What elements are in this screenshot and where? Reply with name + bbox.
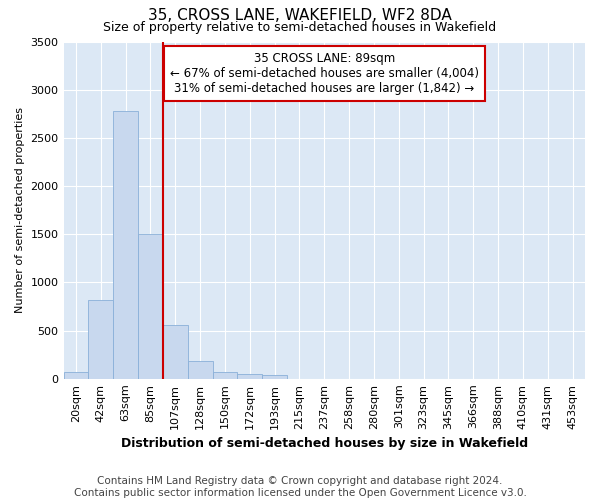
Text: Size of property relative to semi-detached houses in Wakefield: Size of property relative to semi-detach… [103,21,497,34]
Bar [262,376,287,379]
Bar [238,374,262,379]
Bar [212,372,238,379]
Text: 35, CROSS LANE, WAKEFIELD, WF2 8DA: 35, CROSS LANE, WAKEFIELD, WF2 8DA [148,8,452,22]
Bar [64,372,88,379]
Bar [88,300,113,379]
Y-axis label: Number of semi-detached properties: Number of semi-detached properties [15,107,25,313]
Text: 35 CROSS LANE: 89sqm
← 67% of semi-detached houses are smaller (4,004)
31% of se: 35 CROSS LANE: 89sqm ← 67% of semi-detac… [170,52,479,94]
Bar [188,362,212,379]
Text: Contains HM Land Registry data © Crown copyright and database right 2024.
Contai: Contains HM Land Registry data © Crown c… [74,476,526,498]
X-axis label: Distribution of semi-detached houses by size in Wakefield: Distribution of semi-detached houses by … [121,437,528,450]
Bar [138,234,163,379]
Bar [113,111,138,379]
Bar [163,325,188,379]
